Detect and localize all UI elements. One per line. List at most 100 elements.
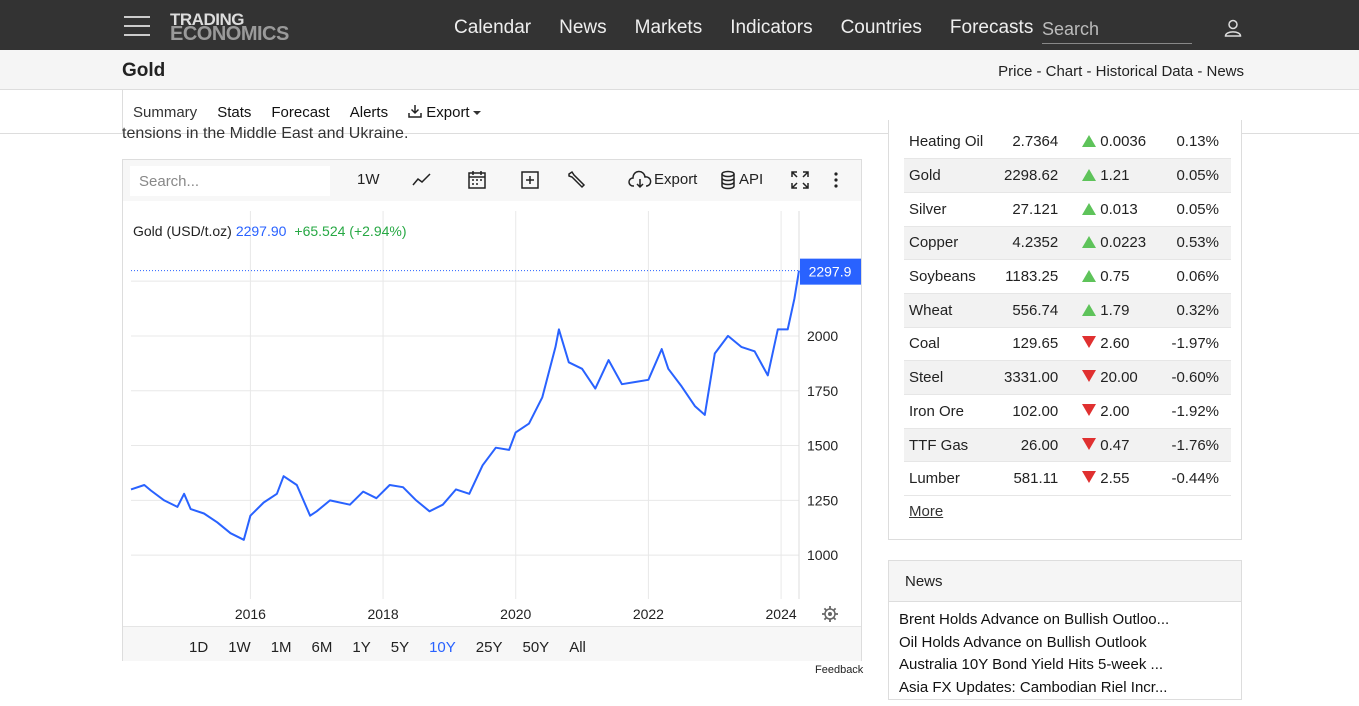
news-item[interactable]: Asia FX Updates: Cambodian Riel Incr... bbox=[899, 678, 1168, 696]
y-tick-label: 1000 bbox=[807, 547, 838, 563]
range-button-5y[interactable]: 5Y bbox=[390, 639, 410, 656]
commodity-name[interactable]: Iron Ore bbox=[904, 394, 1004, 429]
table-row[interactable]: Gold 2298.62 1.21 0.05% bbox=[904, 158, 1231, 193]
line-chart-icon[interactable] bbox=[412, 170, 432, 190]
range-button-all[interactable]: All bbox=[569, 639, 586, 656]
user-icon[interactable] bbox=[1224, 19, 1242, 37]
commodity-percent: -0.44% bbox=[1154, 461, 1231, 497]
commodity-change: 2.55 bbox=[1072, 461, 1155, 497]
commodity-name[interactable]: Wheat bbox=[904, 293, 1004, 328]
gold-price-chart[interactable]: Gold (USD/t.oz) 2297.90 +65.524 (+2.94%)… bbox=[123, 201, 861, 626]
commodities-panel: Heating Oil 2.7364 0.0036 0.13% Gold 2298.62 1… bbox=[888, 120, 1242, 540]
table-row[interactable]: Lumber 581.11 2.55 -0.44% bbox=[904, 461, 1231, 497]
last-value-badge bbox=[800, 258, 861, 285]
range-button-6m[interactable]: 6M bbox=[311, 639, 333, 656]
more-link[interactable]: More bbox=[909, 503, 944, 520]
commodity-name[interactable]: Steel bbox=[904, 360, 1004, 395]
commodity-percent: 0.32% bbox=[1154, 293, 1231, 328]
fullscreen-icon[interactable] bbox=[790, 170, 810, 190]
commodity-change: 2.00 bbox=[1072, 394, 1155, 429]
commodity-price: 1183.25 bbox=[1004, 259, 1073, 294]
x-tick-label: 2016 bbox=[235, 606, 266, 622]
nav-indicators[interactable]: Indicators bbox=[730, 17, 813, 38]
range-button-1y[interactable]: 1Y bbox=[352, 639, 371, 656]
commodity-percent: -1.92% bbox=[1154, 394, 1231, 429]
table-row[interactable]: Heating Oil 2.7364 0.0036 0.13% bbox=[904, 125, 1231, 160]
nav-calendar[interactable]: Calendar bbox=[454, 17, 532, 38]
tab-alerts[interactable]: Alerts bbox=[349, 103, 389, 121]
settings-icon[interactable] bbox=[822, 606, 838, 622]
table-row[interactable]: Silver 27.121 0.013 0.05% bbox=[904, 192, 1231, 227]
search-input[interactable] bbox=[1042, 16, 1192, 44]
nav-markets[interactable]: Markets bbox=[634, 17, 703, 38]
tab-stats[interactable]: Stats bbox=[217, 103, 252, 121]
commodity-name[interactable]: Silver bbox=[904, 192, 1004, 227]
feedback-link[interactable]: Feedback bbox=[815, 664, 864, 676]
calendar-icon[interactable] bbox=[467, 170, 487, 190]
commodity-price: 556.74 bbox=[1004, 293, 1073, 328]
cloud-download-icon[interactable] bbox=[628, 170, 652, 190]
nav-news[interactable]: News bbox=[559, 17, 607, 38]
commodity-name[interactable]: TTF Gas bbox=[904, 428, 1004, 463]
range-button-1d[interactable]: 1D bbox=[189, 639, 209, 656]
table-row[interactable]: Coal 129.65 2.60 -1.97% bbox=[904, 327, 1231, 362]
commodity-price: 2298.62 bbox=[1004, 158, 1073, 193]
table-row[interactable]: Wheat 556.74 1.79 0.32% bbox=[904, 293, 1231, 328]
arrow-up-icon bbox=[1082, 202, 1097, 215]
commodity-percent: 0.05% bbox=[1154, 192, 1231, 227]
commodity-change: 1.79 bbox=[1072, 293, 1155, 328]
range-button-1w[interactable]: 1W bbox=[228, 639, 251, 656]
x-tick-label: 2020 bbox=[500, 606, 531, 622]
commodity-name[interactable]: Coal bbox=[904, 327, 1004, 362]
table-row[interactable]: Iron Ore 102.00 2.00 -1.92% bbox=[904, 394, 1231, 429]
commodity-change: 0.013 bbox=[1072, 192, 1155, 227]
range-button-1m[interactable]: 1M bbox=[270, 639, 292, 656]
table-row[interactable]: Steel 3331.00 20.00 -0.60% bbox=[904, 360, 1231, 395]
news-item[interactable]: Oil Holds Advance on Bullish Outlook bbox=[899, 633, 1147, 651]
series-line-gold bbox=[130, 270, 800, 541]
database-icon[interactable] bbox=[720, 170, 736, 190]
nav-countries[interactable]: Countries bbox=[840, 17, 922, 38]
range-button-50y[interactable]: 50Y bbox=[522, 639, 550, 656]
top-nav: TRADING ECONOMICS Calendar News Markets … bbox=[0, 0, 1359, 50]
commodity-percent: 0.53% bbox=[1154, 226, 1231, 261]
range-bar: 1D 1W 1M 6M 1Y 5Y 10Y 25Y 50Y All bbox=[123, 626, 861, 661]
news-item[interactable]: Brent Holds Advance on Bullish Outloo... bbox=[899, 611, 1170, 628]
commodity-price: 2.7364 bbox=[1004, 125, 1073, 160]
commodity-name[interactable]: Heating Oil bbox=[904, 125, 1004, 160]
table-row[interactable]: Soybeans 1183.25 0.75 0.06% bbox=[904, 259, 1231, 294]
table-row[interactable]: Copper 4.2352 0.0223 0.53% bbox=[904, 226, 1231, 261]
commodities-table: Heating Oil 2.7364 0.0036 0.13% Gold 2298.62 1… bbox=[904, 125, 1231, 497]
download-icon bbox=[408, 104, 422, 118]
api-button[interactable]: API bbox=[739, 171, 764, 188]
chart-panel: 1W Export API bbox=[122, 159, 862, 661]
compare-add-icon[interactable] bbox=[520, 170, 540, 190]
news-item[interactable]: Australia 10Y Bond Yield Hits 5-week ... bbox=[899, 656, 1164, 673]
menu-icon[interactable] bbox=[124, 16, 150, 36]
commodity-name[interactable]: Lumber bbox=[904, 461, 1004, 497]
nav-forecasts[interactable]: Forecasts bbox=[949, 17, 1034, 38]
interval-button[interactable]: 1W bbox=[357, 171, 380, 188]
last-value-label: 2297.9 bbox=[809, 264, 852, 280]
commodity-price: 102.00 bbox=[1004, 394, 1073, 429]
wrench-icon[interactable] bbox=[566, 170, 586, 190]
arrow-up-icon bbox=[1082, 236, 1097, 249]
news-heading: News bbox=[889, 561, 1241, 602]
page-title: Gold bbox=[122, 60, 166, 81]
range-button-25y[interactable]: 25Y bbox=[475, 639, 503, 656]
commodity-name[interactable]: Gold bbox=[904, 158, 1004, 193]
more-vertical-icon[interactable] bbox=[826, 170, 846, 190]
chart-export-button[interactable]: Export bbox=[654, 171, 698, 188]
tab-summary[interactable]: Summary bbox=[133, 103, 198, 121]
legend-change: +65.524 (+2.94%) bbox=[294, 223, 406, 239]
chart-search-input[interactable] bbox=[130, 166, 330, 196]
tab-forecast[interactable]: Forecast bbox=[271, 103, 330, 121]
commodity-name[interactable]: Copper bbox=[904, 226, 1004, 261]
range-button-10y[interactable]: 10Y bbox=[429, 639, 456, 656]
commodity-change: 20.00 bbox=[1072, 360, 1155, 395]
export-dropdown[interactable]: Export bbox=[408, 104, 481, 121]
table-row[interactable]: TTF Gas 26.00 0.47 -1.76% bbox=[904, 428, 1231, 463]
logo[interactable]: TRADING ECONOMICS bbox=[170, 11, 289, 44]
commodity-name[interactable]: Soybeans bbox=[904, 259, 1004, 294]
title-links[interactable]: Price - Chart - Historical Data - News bbox=[998, 63, 1244, 80]
